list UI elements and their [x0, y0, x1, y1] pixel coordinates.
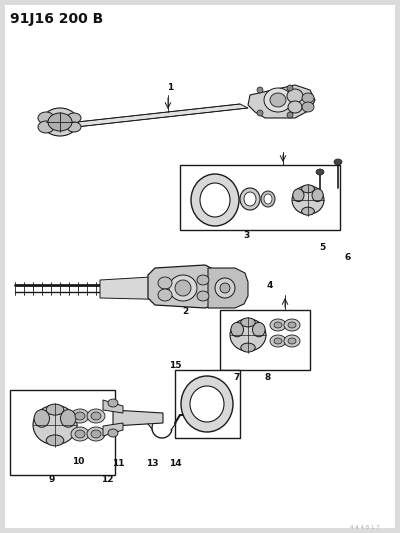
- Ellipse shape: [158, 289, 172, 301]
- Ellipse shape: [33, 405, 77, 445]
- Text: 91J16 200 B: 91J16 200 B: [10, 12, 103, 26]
- Ellipse shape: [252, 322, 265, 337]
- Ellipse shape: [46, 435, 64, 446]
- Ellipse shape: [187, 412, 195, 418]
- Ellipse shape: [75, 412, 85, 420]
- Ellipse shape: [241, 343, 255, 352]
- Ellipse shape: [264, 194, 272, 204]
- Ellipse shape: [220, 283, 230, 293]
- Ellipse shape: [284, 319, 300, 331]
- Ellipse shape: [274, 322, 282, 328]
- Ellipse shape: [46, 404, 64, 415]
- Ellipse shape: [48, 113, 72, 131]
- Text: 11: 11: [112, 459, 124, 469]
- Ellipse shape: [284, 335, 300, 347]
- Ellipse shape: [87, 409, 105, 423]
- Text: 1: 1: [167, 84, 173, 93]
- Ellipse shape: [190, 386, 224, 422]
- Polygon shape: [113, 410, 163, 426]
- Ellipse shape: [270, 319, 286, 331]
- Ellipse shape: [175, 280, 191, 296]
- Text: 5: 5: [319, 244, 325, 253]
- Polygon shape: [103, 423, 123, 436]
- Text: 3: 3: [244, 230, 250, 239]
- Ellipse shape: [302, 102, 314, 112]
- Polygon shape: [208, 268, 248, 308]
- Text: 6: 6: [345, 254, 351, 262]
- Ellipse shape: [316, 169, 324, 175]
- Ellipse shape: [169, 275, 197, 301]
- Polygon shape: [180, 165, 340, 230]
- Text: 8: 8: [265, 373, 271, 382]
- Ellipse shape: [241, 318, 255, 327]
- Text: 14: 14: [169, 459, 181, 469]
- Ellipse shape: [231, 322, 244, 337]
- Ellipse shape: [288, 322, 296, 328]
- Ellipse shape: [75, 430, 85, 438]
- Ellipse shape: [71, 409, 89, 423]
- Ellipse shape: [181, 376, 233, 432]
- Text: 9: 9: [49, 475, 55, 484]
- Ellipse shape: [91, 412, 101, 420]
- Text: 13: 13: [146, 459, 158, 469]
- Ellipse shape: [287, 112, 293, 118]
- Text: 12: 12: [101, 475, 113, 484]
- Ellipse shape: [257, 110, 263, 116]
- Ellipse shape: [288, 338, 296, 344]
- Polygon shape: [248, 85, 315, 118]
- Ellipse shape: [108, 399, 118, 407]
- Ellipse shape: [270, 93, 286, 107]
- Ellipse shape: [197, 291, 209, 301]
- Ellipse shape: [67, 113, 81, 123]
- Ellipse shape: [274, 338, 282, 344]
- Ellipse shape: [87, 427, 105, 441]
- Ellipse shape: [38, 121, 54, 133]
- Ellipse shape: [302, 185, 314, 193]
- Text: 7: 7: [234, 373, 240, 382]
- Text: 4: 4: [267, 280, 273, 289]
- Ellipse shape: [270, 335, 286, 347]
- Ellipse shape: [200, 183, 230, 217]
- Ellipse shape: [287, 85, 293, 91]
- Polygon shape: [175, 370, 240, 438]
- Ellipse shape: [91, 430, 101, 438]
- Ellipse shape: [215, 278, 235, 298]
- Ellipse shape: [34, 409, 50, 427]
- Text: 15: 15: [169, 360, 181, 369]
- Ellipse shape: [261, 191, 275, 207]
- Ellipse shape: [158, 277, 172, 289]
- Ellipse shape: [288, 101, 302, 113]
- Polygon shape: [148, 265, 220, 308]
- Ellipse shape: [257, 87, 263, 93]
- Ellipse shape: [287, 89, 303, 103]
- Ellipse shape: [293, 189, 304, 201]
- Ellipse shape: [230, 319, 266, 351]
- Ellipse shape: [42, 108, 78, 136]
- Ellipse shape: [67, 122, 81, 132]
- Ellipse shape: [264, 88, 292, 112]
- Ellipse shape: [38, 112, 54, 124]
- Ellipse shape: [292, 185, 324, 214]
- Ellipse shape: [197, 275, 209, 285]
- Text: 2: 2: [182, 308, 188, 317]
- Polygon shape: [10, 390, 115, 475]
- Text: 10: 10: [72, 456, 84, 465]
- Ellipse shape: [334, 159, 342, 165]
- Ellipse shape: [108, 429, 118, 437]
- Ellipse shape: [302, 207, 314, 215]
- Ellipse shape: [312, 189, 323, 201]
- Ellipse shape: [191, 174, 239, 226]
- Polygon shape: [100, 275, 195, 300]
- Ellipse shape: [240, 188, 260, 210]
- Text: 4 4 4 8 1 7: 4 4 4 8 1 7: [350, 525, 380, 530]
- Ellipse shape: [302, 93, 314, 103]
- Polygon shape: [68, 104, 248, 127]
- Ellipse shape: [71, 427, 89, 441]
- Ellipse shape: [244, 192, 256, 206]
- Polygon shape: [220, 310, 310, 370]
- Ellipse shape: [60, 409, 76, 427]
- Polygon shape: [103, 400, 123, 413]
